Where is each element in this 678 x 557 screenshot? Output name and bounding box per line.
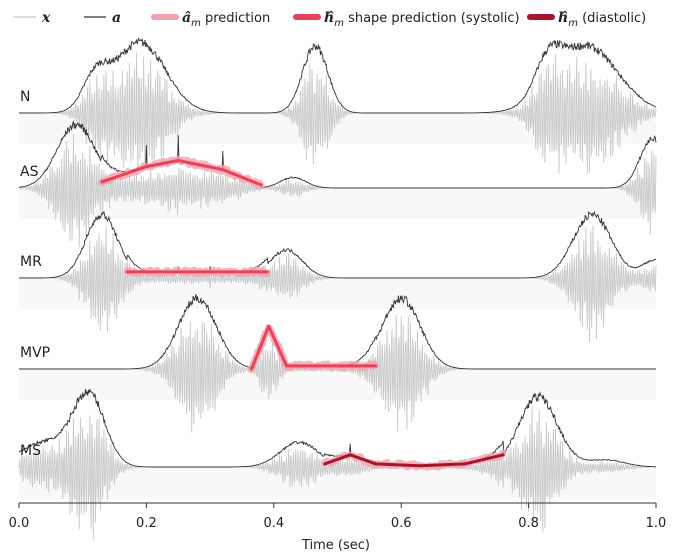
row-label: MS [20,443,41,459]
row-as: AS [18,120,657,248]
legend-label: 𝒂̂m prediction [182,10,270,29]
x-tick-label: 1.0 [646,516,667,531]
row-n: N [19,37,657,174]
x-tick-label: 0.4 [263,516,284,531]
x-tick-label: 0.8 [518,516,539,531]
shape-systolic [250,324,378,371]
legend-label: 𝒂 [112,10,121,26]
shape-systolic [100,159,263,187]
envelope-a [19,210,657,279]
x-axis-title: Time (sec) [301,538,370,553]
row-band [19,370,656,400]
legend-label: 𝒉̂m (diastolic) [558,10,646,29]
row-mvp: MVP [19,294,656,433]
legend-item-1: 𝒂 [84,10,121,26]
row-band [19,279,656,309]
legend-item-3: 𝒉̂m shape prediction (systolic) [293,10,520,29]
legend-label: 𝒙 [41,10,51,26]
legend-item-0: 𝒙 [14,10,51,26]
legend-label: 𝒉̂m shape prediction (systolic) [324,10,520,29]
legend-item-2: 𝒂̂m prediction [151,10,270,29]
row-label: MR [20,254,42,270]
legend-item-4: 𝒉̂m (diastolic) [527,10,646,29]
signal-x [19,52,657,174]
row-label: AS [20,164,39,180]
shape-diastolic [323,453,505,468]
x-tick-label: 0.6 [391,516,412,531]
legend: 𝒙 𝒂 𝒂̂m prediction 𝒉̂m shape prediction (sy… [14,10,646,29]
x-tick-label: 0.2 [136,516,157,531]
plot-area: N AS MR MVP MS [18,37,657,540]
row-label: MVP [20,345,50,361]
row-band [19,189,656,219]
x-tick-label: 0.0 [9,516,30,531]
x-axis: 0.0 0.2 0.4 0.6 0.8 1.0 [9,502,667,531]
row-ms: MS [18,388,657,540]
row-label: N [20,89,30,105]
envelope-a [19,37,657,114]
row-mr: MR [19,210,657,342]
